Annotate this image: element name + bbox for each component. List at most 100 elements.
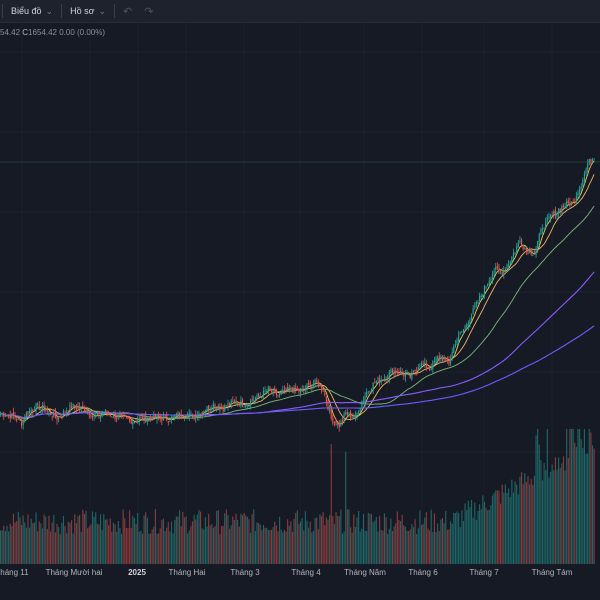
candle-body [280, 391, 282, 394]
bottom-strip [0, 580, 600, 600]
candle-body [285, 387, 287, 391]
candle-body [267, 386, 269, 392]
candle-body [208, 405, 210, 410]
volume-bar [264, 527, 266, 564]
volume-bar [216, 510, 218, 564]
volume-bar [198, 509, 200, 564]
candle-body [582, 180, 584, 186]
candle-body [393, 370, 395, 374]
volume-bar [56, 524, 58, 564]
candle-body [29, 410, 31, 414]
candle-body [461, 331, 463, 333]
volume-bar [162, 518, 165, 564]
volume-bar [559, 467, 561, 564]
candle-body [198, 412, 200, 417]
volume-bar [351, 532, 353, 564]
volume-bar [43, 514, 45, 564]
volume-bar [445, 510, 447, 564]
candle-body [485, 286, 487, 288]
volume-bar [129, 510, 131, 564]
volume-bar [588, 429, 590, 564]
volume-bar [488, 509, 490, 564]
candle-body [108, 412, 110, 415]
candle-body [556, 212, 558, 217]
candle-body [370, 389, 373, 391]
candle-body [500, 271, 502, 273]
price-chart[interactable] [0, 22, 600, 564]
candle-body [400, 371, 402, 374]
candle-body [279, 393, 281, 396]
volume-bar [69, 522, 71, 564]
volume-bar [243, 513, 245, 564]
time-axis[interactable]: Tháng 11 Tháng Mười hai 2025 Tháng Hai Tháng… [0, 564, 600, 580]
volume-bar [187, 533, 189, 564]
candle-body [558, 208, 560, 214]
candle-body [30, 410, 32, 413]
candle-body [527, 251, 529, 255]
candle-body [330, 408, 332, 419]
volume-bar [379, 515, 381, 564]
volume-bar [143, 515, 145, 564]
volume-bar [570, 429, 573, 564]
volume-bar [585, 453, 587, 564]
volume-bar [206, 526, 208, 564]
undo-icon[interactable]: ↶ [123, 5, 133, 18]
volume-bar [222, 526, 224, 564]
volume-bar [224, 513, 226, 564]
volume-bar [327, 519, 329, 564]
volume-bar [480, 509, 482, 564]
volume-bar [229, 528, 231, 564]
volume-bar [254, 531, 256, 564]
volume-bar [46, 528, 48, 564]
candle-body [240, 400, 242, 407]
volume-bar [566, 429, 568, 564]
volume-bar [279, 516, 281, 564]
candle-body [162, 416, 165, 420]
volume-bar [14, 522, 16, 564]
profile-menu-button[interactable]: Hồ sơ ⌄ [64, 2, 112, 20]
candle-body [466, 324, 468, 327]
candle-body [385, 378, 387, 380]
candle-body [227, 403, 229, 407]
volume-bar [24, 522, 26, 564]
candle-body [537, 241, 539, 249]
volume-bar [464, 503, 466, 564]
candle-body [46, 409, 48, 411]
volume-bar [75, 523, 77, 564]
volume-bar [96, 523, 98, 564]
candle-body [119, 415, 121, 417]
volume-bar [514, 481, 516, 564]
volume-bar [27, 514, 29, 564]
volume-bar [545, 470, 547, 564]
redo-icon[interactable]: ↷ [144, 5, 154, 18]
volume-bar [188, 530, 190, 564]
candle-body [74, 404, 76, 408]
volume-bar [95, 512, 97, 564]
volume-bar [82, 509, 84, 564]
volume-bar [430, 509, 432, 564]
chart-menu-button[interactable]: Biểu đồ ⌄ [5, 2, 59, 20]
candle-body [256, 394, 258, 400]
volume-bar [301, 518, 303, 564]
candle-body [320, 384, 323, 391]
volume-bar [208, 514, 210, 564]
chart-menu-label: Biểu đồ [11, 6, 42, 16]
volume-bar [356, 517, 358, 564]
candle-body [133, 421, 135, 423]
candle-body [583, 173, 585, 181]
volume-bar [522, 484, 524, 564]
candle-body [424, 362, 426, 364]
volume-bar [530, 478, 532, 564]
candle-body [224, 405, 226, 412]
candle-body [9, 415, 11, 419]
volume-bar [182, 511, 184, 564]
candle-body [338, 422, 340, 428]
volume-bar [130, 527, 132, 564]
volume-bar [6, 525, 8, 564]
candle-body [425, 362, 427, 368]
candle-body [361, 403, 363, 409]
candle-body [451, 352, 453, 358]
volume-bar [395, 523, 397, 564]
candle-body [117, 415, 119, 418]
volume-bar [309, 521, 311, 564]
